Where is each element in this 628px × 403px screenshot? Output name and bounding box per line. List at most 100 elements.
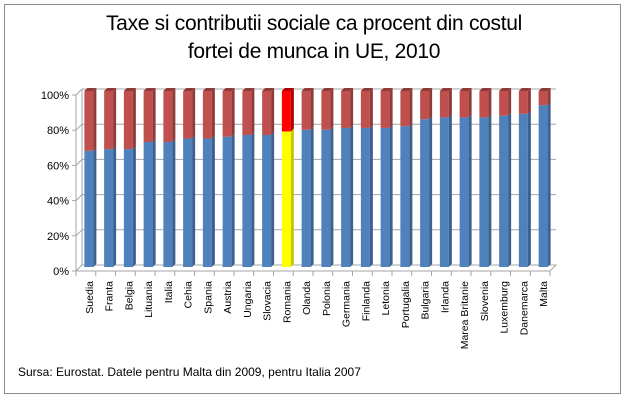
x-tick-label: Danemarca — [518, 281, 530, 335]
x-tick-label: Austria — [222, 281, 234, 314]
bar-upper-side — [211, 88, 215, 139]
bar-lower-side — [527, 110, 531, 267]
bar-upper-danemarca — [518, 91, 528, 114]
bar-lower-austria — [222, 136, 232, 267]
bar-group-danemarca — [518, 88, 531, 267]
bar-group-marea-britanie — [459, 88, 472, 268]
bar-lower-side — [330, 126, 334, 267]
bar-upper-side — [429, 88, 433, 120]
bar-group-irlanda — [439, 88, 452, 268]
bar-lower-slovacia — [262, 135, 272, 267]
bar-upper-side — [448, 88, 452, 118]
bar-upper-side — [409, 88, 413, 127]
bar-upper-lituania — [143, 91, 153, 143]
bar-top-cap — [242, 88, 255, 91]
bar-lower-side — [132, 146, 136, 267]
bar-group-polonia — [321, 88, 334, 267]
bar-lower-side — [93, 147, 97, 267]
x-tick-label: Lituania — [143, 281, 155, 318]
bar-lower-side — [488, 114, 492, 268]
bar-group-franta — [104, 88, 117, 267]
bar-top-cap — [183, 88, 196, 91]
bar-top-cap — [380, 88, 393, 91]
bar-upper-slovenia — [479, 91, 489, 118]
gridline-side-100 — [75, 88, 83, 96]
bar-group-slovacia — [262, 88, 275, 267]
bar-group-romania — [281, 88, 294, 267]
bar-upper-side — [172, 88, 176, 143]
bar-group-belgia — [123, 88, 136, 267]
bar-upper-finlanda — [360, 91, 370, 128]
bar-lower-bulgaria — [420, 119, 430, 267]
x-tick-label: Letonia — [380, 281, 392, 316]
bar-group-cehia — [183, 88, 196, 267]
bar-top-cap — [104, 88, 117, 91]
bar-upper-side — [251, 88, 255, 135]
chart-title-line-2: fortei de munca in UE, 2010 — [187, 40, 441, 63]
y-tick-label: 0% — [53, 266, 69, 278]
x-tick-label: Marea Britanie — [459, 281, 471, 349]
bar-upper-side — [192, 88, 196, 139]
bar-group-suedia — [84, 88, 97, 267]
bar-lower-side — [468, 114, 472, 268]
x-tick-label: Irlanda — [439, 281, 451, 313]
x-tick-label: Bulgaria — [420, 281, 432, 320]
gridline-side-20 — [75, 229, 83, 237]
bar-upper-side — [468, 88, 472, 118]
x-tick-label: Slovacia — [262, 281, 274, 321]
bar-lower-danemarca — [518, 113, 528, 267]
bar-group-olanda — [301, 88, 314, 267]
bar-group-austria — [222, 88, 235, 267]
bar-upper-romania — [281, 91, 291, 132]
bar-upper-austria — [222, 91, 232, 137]
bar-top-cap — [479, 88, 492, 91]
y-tick-label: 60% — [47, 160, 69, 172]
bar-top-cap — [341, 88, 354, 91]
y-tick-label: 20% — [47, 231, 69, 243]
bar-upper-side — [152, 88, 156, 143]
y-tick-labels: 0% 20% 40% 60% 80% 100% — [41, 90, 69, 278]
bar-lower-portugalia — [400, 126, 410, 267]
bar-lower-side — [113, 146, 117, 267]
bar-upper-spania — [202, 91, 212, 139]
bar-upper-slovacia — [262, 91, 272, 135]
bar-top-cap — [301, 88, 314, 91]
bar-group-malta — [538, 88, 551, 267]
bar-group-portugalia — [400, 88, 413, 267]
bar-upper-side — [488, 88, 492, 118]
x-tick-label: Franta — [104, 281, 116, 312]
bar-lower-side — [290, 128, 294, 267]
x-tick-label: Portugalia — [400, 281, 412, 328]
bar-upper-ungaria — [242, 91, 252, 135]
bar-lower-marea-britanie — [459, 117, 469, 268]
gridline-side-60 — [75, 159, 83, 166]
bar-group-ungaria — [242, 88, 255, 267]
bar-lower-side — [251, 132, 255, 267]
x-tick-label: Cehia — [183, 281, 195, 309]
bar-top-cap — [420, 88, 433, 91]
bar-upper-belgia — [123, 91, 133, 150]
x-tick-label: Polonia — [321, 281, 333, 316]
bar-upper-side — [231, 88, 235, 137]
x-tick-label: Luxemburg — [499, 281, 511, 334]
bar-top-cap — [202, 88, 215, 91]
bar-upper-cehia — [183, 91, 193, 139]
x-tick-label: Italia — [163, 281, 175, 303]
bar-upper-letonia — [380, 91, 390, 128]
bar-upper-side — [508, 88, 512, 116]
bar-lower-side — [172, 139, 176, 267]
bar-top-cap — [538, 88, 551, 91]
bar-upper-side — [389, 88, 393, 128]
bar-lower-side — [508, 112, 512, 267]
bar-lower-side — [547, 102, 551, 267]
bar-group-lituania — [143, 88, 156, 267]
bar-top-cap — [84, 88, 97, 91]
bar-group-slovenia — [479, 88, 492, 268]
bars — [84, 88, 551, 268]
bar-lower-romania — [281, 131, 291, 267]
bar-lower-side — [409, 123, 413, 267]
bar-lower-belgia — [123, 149, 133, 267]
bar-upper-side — [113, 88, 117, 150]
gridline-side-80 — [75, 123, 83, 131]
